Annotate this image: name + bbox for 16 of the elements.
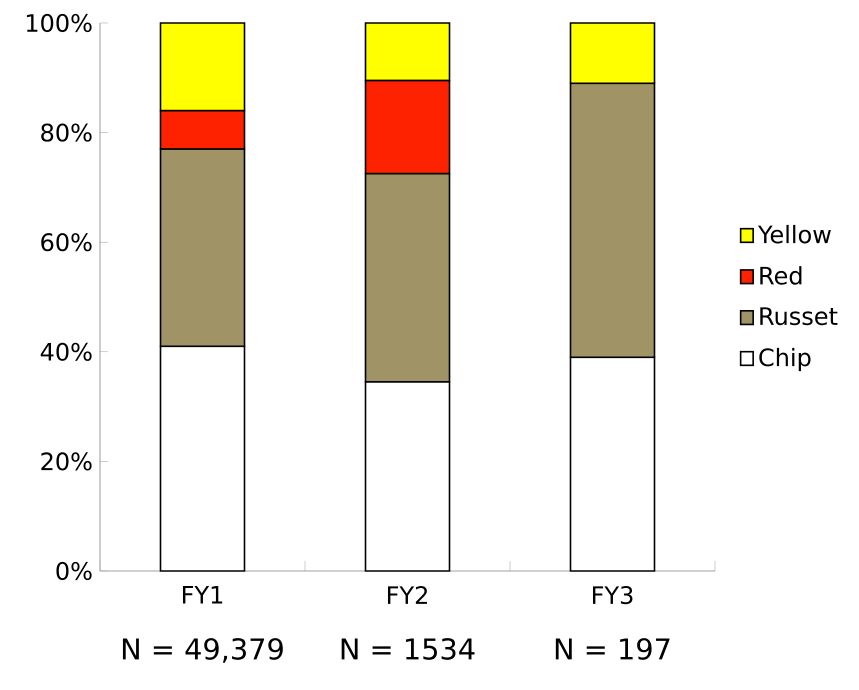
text: N = 49,379 bbox=[122, 638, 283, 663]
y-tick-label: 0% bbox=[56, 562, 92, 580]
y-tick-label: 60% bbox=[41, 233, 92, 252]
x-tick-label: FY2 bbox=[388, 586, 427, 604]
legend-label: Red bbox=[760, 266, 802, 285]
text: N = 197 bbox=[556, 638, 670, 660]
legend-label: Russet bbox=[760, 307, 838, 326]
legend-label: Yellow bbox=[758, 224, 831, 244]
x-tick-label: FY1 bbox=[182, 586, 222, 604]
x-tick-label: FY3 bbox=[592, 586, 632, 604]
y-tick-label: 20% bbox=[41, 452, 92, 470]
text: N = 1534 bbox=[342, 638, 474, 660]
y-tick-label: 80% bbox=[41, 124, 92, 142]
legend-label: Chip bbox=[759, 348, 811, 372]
y-tick-label: 40% bbox=[40, 342, 92, 361]
y-tick-label: 100% bbox=[26, 14, 92, 32]
